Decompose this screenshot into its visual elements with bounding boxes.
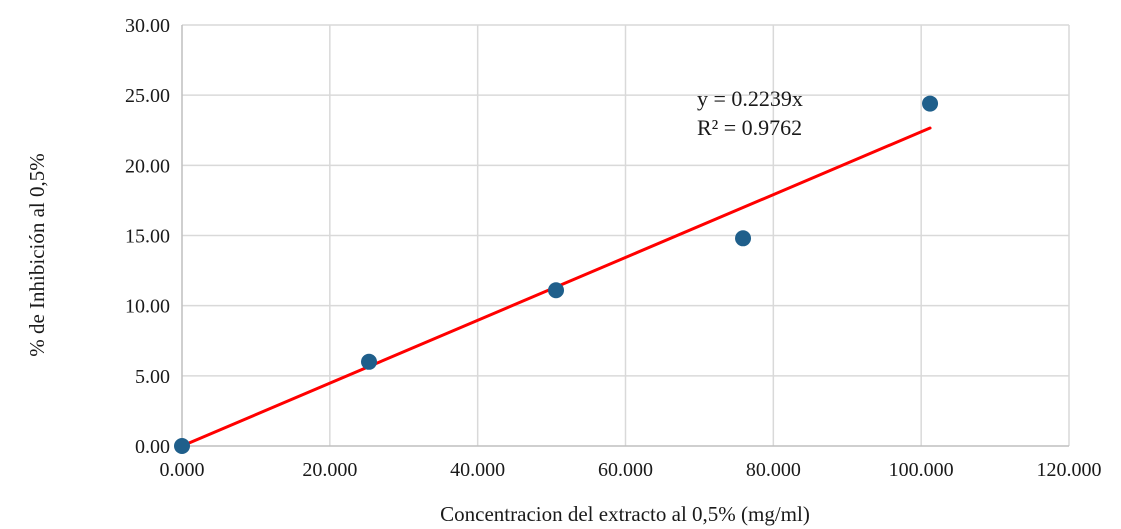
y-tick-label: 15.00 xyxy=(125,226,170,248)
x-tick-label: 20.000 xyxy=(302,459,357,481)
axes xyxy=(181,25,1069,447)
y-tick-label: 25.00 xyxy=(125,85,170,107)
tick-labels: 0.000 20.000 40.000 60.000 80.000 100.000 120.… xyxy=(125,15,1102,481)
trendline-equation: y = 0.2239x xyxy=(697,86,803,111)
x-tick-label: 40.000 xyxy=(450,459,505,481)
x-tick-label: 60.000 xyxy=(598,459,653,481)
trendline-r-squared: R² = 0.9762 xyxy=(697,115,802,140)
x-tick-label: 100.000 xyxy=(889,459,954,481)
x-axis-title: Concentracion del extracto al 0,5% (mg/m… xyxy=(440,502,810,526)
data-point xyxy=(361,353,378,370)
data-points xyxy=(174,95,939,454)
y-axis-title: % de Inhibición al 0,5% xyxy=(25,153,49,357)
y-tick-label: 20.00 xyxy=(125,155,170,177)
data-point xyxy=(548,282,565,299)
x-tick-label: 120.000 xyxy=(1037,459,1102,481)
data-point xyxy=(735,230,752,247)
y-tick-label: 10.00 xyxy=(125,296,170,318)
y-tick-label: 5.00 xyxy=(135,366,170,388)
x-tick-label: 0.000 xyxy=(160,459,205,481)
y-tick-label: 0.00 xyxy=(135,436,170,458)
data-point xyxy=(922,95,939,112)
data-point xyxy=(174,438,190,454)
y-tick-label: 30.00 xyxy=(125,15,170,37)
x-tick-label: 80.000 xyxy=(746,459,801,481)
grid xyxy=(182,24,1070,446)
